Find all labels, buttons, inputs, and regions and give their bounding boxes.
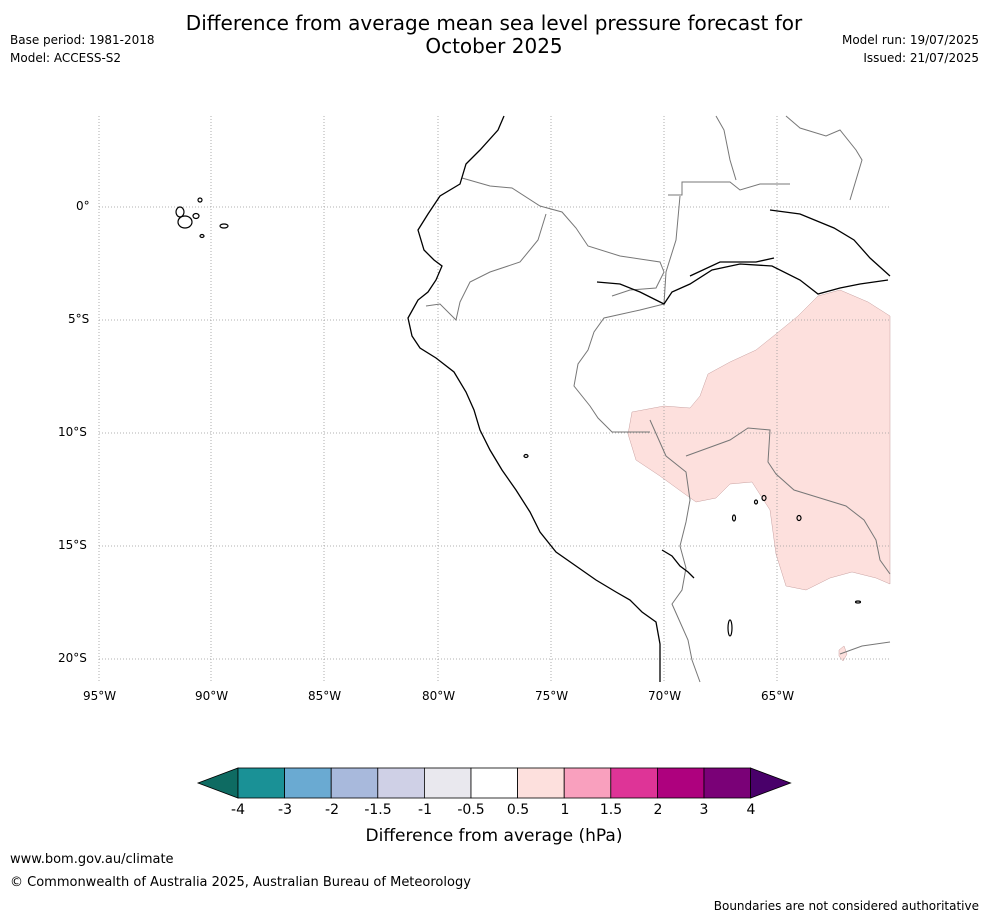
colorbar-title: Difference from average (hPa) [365,826,623,846]
colorbar-tick: -4 [231,802,245,818]
lat-label-20s: 20°S [58,651,87,665]
colorbar-tick: -1 [418,802,432,818]
model-name: Model: ACCESS-S2 [10,51,122,65]
lat-label-15s: 15°S [58,538,87,552]
meta-right: Model run: 19/07/2025 Issued: 21/07/2025 [842,31,979,67]
lon-label-70w: 70°W [648,689,682,703]
title-line-2: October 2025 [425,34,563,58]
colorbar-swatch [563,767,612,799]
colorbar-tick: 1 [560,802,570,818]
colorbar-swatch [470,767,518,799]
colorbar-swatches [196,767,792,799]
colorbar-swatch [610,767,658,799]
graticule [98,116,890,682]
lon-label-65w: 65°W [761,689,795,703]
colorbar-tick: -1.5 [364,802,392,818]
anomaly-small-patch [838,645,848,662]
anomaly-region [627,289,891,591]
lon-label-80w: 80°W [422,689,456,703]
colorbar-swatch [517,767,565,799]
lon-label-95w: 95°W [83,689,117,703]
model-run: Model run: 19/07/2025 [841,33,979,47]
colorbar-tick: 1.5 [599,802,623,818]
colorbar-swatch [377,767,425,799]
colorbar-tick: 2 [653,802,663,818]
colorbar-extend-low [196,767,239,799]
colorbar-tick: -2 [325,802,339,818]
colorbar-tick: 4 [746,802,756,818]
lat-label-0: 0° [76,199,90,213]
base-period: Base period: 1981-2018 [10,33,155,47]
colorbar-tick: 0.5 [506,802,530,818]
meta-left: Base period: 1981-2018 Model: ACCESS-S2 [10,31,155,67]
colorbar-swatch [237,767,285,799]
lon-label-90w: 90°W [195,689,229,703]
colorbar-swatch [284,767,332,799]
colorbar-tick: -0.5 [457,802,485,818]
colorbar-swatch [656,767,705,799]
colorbar [196,767,792,799]
disclaimer-text: Boundaries are not considered authoritat… [713,899,979,913]
coastline [407,115,891,682]
colorbar-extend-high [750,767,792,799]
colorbar-swatch [423,767,472,799]
copyright-text: © Commonwealth of Australia 2025, Austra… [10,875,471,890]
colorbar-swatch [703,767,751,799]
lon-label-75w: 75°W [535,689,569,703]
website-link[interactable]: www.bom.gov.au/climate [10,852,174,867]
islands [175,197,862,637]
title-line-1: Difference from average mean sea level p… [185,11,803,35]
lat-label-10s: 10°S [58,425,87,439]
chart-title: Difference from average mean sea level p… [0,12,988,58]
country-boundaries [425,115,891,683]
lat-label-5s: 5°S [68,312,90,326]
colorbar-tick: -3 [278,802,292,818]
lon-label-85w: 85°W [308,689,342,703]
colorbar-tick: 3 [699,802,709,818]
colorbar-swatch [330,767,379,799]
issued-date: Issued: 21/07/2025 [863,51,979,65]
